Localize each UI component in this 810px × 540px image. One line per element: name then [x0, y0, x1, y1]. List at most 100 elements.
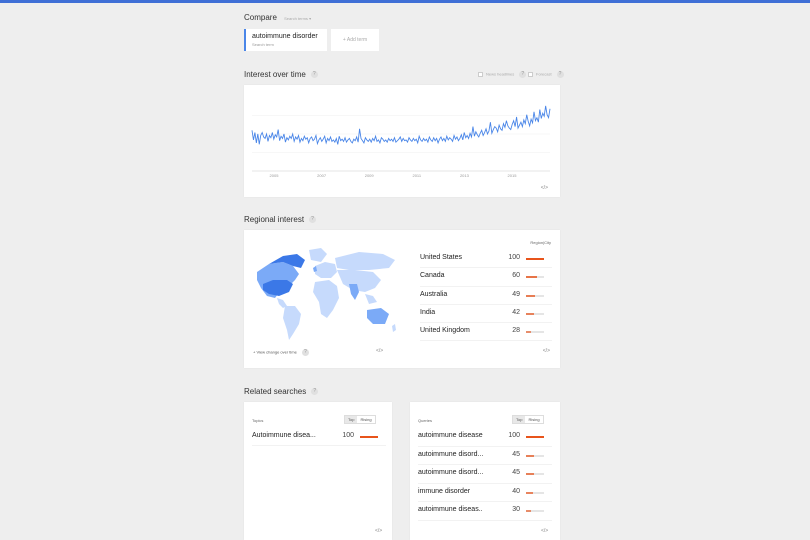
rising-option[interactable]: Rising — [528, 417, 540, 422]
caret-down-icon: ▾ — [309, 16, 312, 21]
value-bar-fill — [526, 294, 535, 297]
map-region-india — [349, 284, 359, 300]
list-item-value: 100 — [508, 254, 520, 261]
value-bar — [526, 436, 544, 438]
help-icon[interactable]: ? — [519, 71, 527, 78]
list-item-value: 30 — [512, 506, 520, 513]
map-region-russia — [335, 252, 395, 270]
region-city-toggle[interactable]: Region|City — [530, 240, 551, 245]
value-bar — [526, 312, 544, 315]
list-item[interactable]: Canada 60 — [420, 268, 552, 287]
region-option[interactable]: Region — [530, 240, 544, 245]
list-item[interactable]: autoimmune disord... 45 — [418, 447, 552, 465]
value-bar-fill — [526, 510, 532, 512]
list-item[interactable]: India 42 — [420, 305, 552, 324]
rising-option[interactable]: Rising — [360, 417, 372, 422]
embed-icon[interactable]: </> — [542, 348, 550, 354]
list-item-label: United States — [420, 254, 463, 261]
map-region-australia — [367, 308, 389, 324]
series-line — [251, 105, 551, 146]
value-bar-fill — [526, 436, 544, 438]
value-bar-fill — [360, 436, 378, 438]
list-item[interactable]: autoimmune disease 100 — [418, 428, 552, 447]
topics-top-rising-toggle[interactable]: Top Rising — [344, 415, 376, 424]
map-region-africa — [313, 280, 339, 318]
help-icon[interactable]: ? — [309, 216, 317, 224]
value-bar-fill — [526, 454, 535, 457]
list-item[interactable]: immune disorder 40 — [418, 484, 552, 502]
list-item[interactable]: autoimmune disord... 45 — [418, 465, 552, 484]
world-map[interactable] — [249, 244, 399, 344]
news-headlines-toggle[interactable]: News headlines? — [478, 71, 527, 78]
list-item[interactable]: Autoimmune disea... 100 — [252, 428, 386, 446]
row-divider — [420, 340, 552, 342]
x-tick-label: 2007 — [317, 173, 327, 178]
queries-label: Queries — [418, 418, 433, 423]
term-sub: Search term — [252, 42, 274, 47]
list-item-label: autoimmune disease — [418, 432, 483, 439]
map-region-greenland — [309, 248, 327, 262]
compare-title: Compare Search terms ▾ — [244, 13, 312, 22]
value-bar — [360, 436, 378, 438]
top-option[interactable]: Top — [345, 416, 358, 423]
embed-icon[interactable]: </> — [376, 348, 384, 354]
interest-line-chart: 2005 2007 2009 2011 2013 2015 — [251, 105, 551, 178]
map-region-central-america — [277, 298, 287, 308]
row-divider — [418, 501, 552, 502]
list-item-label: India — [420, 308, 436, 316]
x-tick-label: 2009 — [365, 173, 375, 178]
map-region-canada — [269, 254, 305, 268]
list-item-label: autoimmune disord... — [418, 469, 484, 476]
embed-icon[interactable]: </> — [375, 528, 383, 534]
search-term-chip[interactable]: autoimmune disorder Search term — [244, 29, 327, 51]
list-item-value: 40 — [512, 487, 520, 495]
value-bar — [526, 491, 544, 494]
value-bar-fill — [526, 331, 532, 334]
list-item-value: 45 — [512, 450, 520, 458]
embed-icon[interactable]: </> — [541, 528, 549, 534]
plus-icon: + — [253, 349, 256, 355]
list-item[interactable]: autoimmune diseas.. 30 — [418, 502, 552, 521]
value-bar — [526, 331, 544, 334]
row-divider — [420, 285, 552, 287]
value-bar-fill — [526, 258, 544, 260]
list-item-value: 42 — [512, 308, 520, 316]
embed-icon[interactable]: </> — [540, 185, 548, 191]
list-item[interactable]: United States 100 — [420, 250, 552, 269]
row-divider — [418, 482, 552, 484]
value-bar-fill — [526, 491, 534, 494]
map-region-united-kingdom — [313, 266, 317, 272]
queries-top-rising-toggle[interactable]: Top Rising — [512, 415, 544, 424]
regional-list: United States 100 Canada 60 Australia 49 India… — [420, 250, 552, 342]
row-divider — [418, 464, 552, 465]
value-bar — [526, 294, 544, 297]
map-region-southeast-asia — [365, 294, 377, 304]
row-divider — [418, 519, 552, 521]
help-icon[interactable]: ? — [310, 71, 318, 79]
list-item[interactable]: Australia 49 — [420, 287, 552, 305]
forecast-toggle[interactable]: Forecast? — [528, 71, 564, 78]
map-region-new-zealand — [392, 324, 396, 332]
map-region-europe — [315, 262, 337, 278]
row-divider — [418, 445, 552, 447]
value-bar-fill — [526, 312, 534, 315]
city-option[interactable]: City — [544, 240, 551, 245]
topics-label: Topics — [252, 418, 264, 423]
row-divider — [252, 445, 386, 446]
top-option[interactable]: Top — [513, 416, 526, 423]
search-terms-dropdown[interactable]: Search terms ▾ — [284, 16, 312, 21]
list-item[interactable]: United Kingdom 28 — [420, 323, 552, 342]
list-item-label: Canada — [420, 272, 445, 280]
view-change-link[interactable]: + View change over time? — [253, 349, 309, 356]
list-item-label: autoimmune diseas.. — [418, 506, 483, 513]
add-term-button[interactable]: + Add term — [331, 29, 379, 51]
checkbox-icon — [478, 72, 483, 77]
row-divider — [420, 303, 552, 305]
x-tick-label: 2013 — [460, 173, 470, 178]
list-item-label: Australia — [420, 290, 448, 298]
help-icon[interactable]: ? — [311, 388, 319, 396]
help-icon[interactable]: ? — [556, 71, 564, 78]
list-item-value: 60 — [512, 272, 520, 280]
value-bar — [526, 454, 544, 457]
help-icon[interactable]: ? — [301, 349, 309, 356]
